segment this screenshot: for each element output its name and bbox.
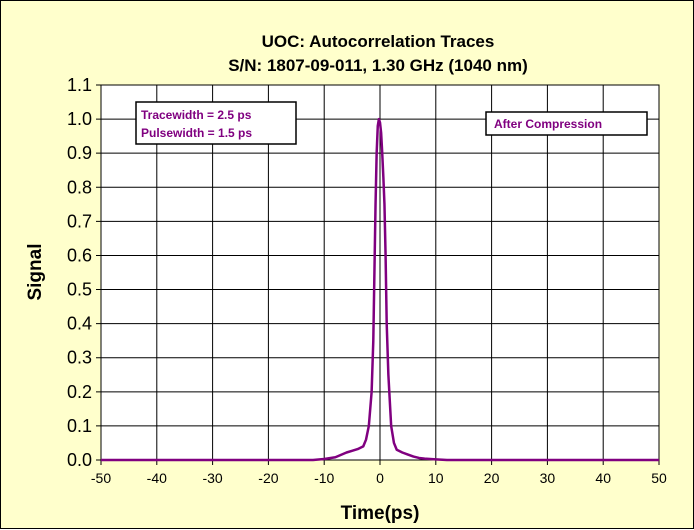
y-tick-label: 0.5 (67, 280, 92, 300)
y-tick-label: 1.0 (67, 109, 92, 129)
x-tick-label: -40 (147, 470, 167, 486)
x-tick-label: 10 (428, 470, 444, 486)
x-tick-label: 20 (484, 470, 500, 486)
x-tick-labels: -50 -40 -30 -20 -10 0 10 20 30 40 50 (91, 470, 667, 486)
y-tick-label: 0.1 (67, 416, 92, 436)
x-tick-label: 50 (651, 470, 667, 486)
x-axis-title: Time(ps) (341, 503, 420, 524)
x-tick-label: -50 (91, 470, 111, 486)
y-tick-label: 0.6 (67, 245, 92, 265)
tracewidth-text: Tracewidth = 2.5 ps (141, 108, 252, 122)
grid-lines (96, 84, 660, 465)
y-tick-label: 0.8 (67, 177, 92, 197)
x-tick-label: -30 (202, 470, 222, 486)
y-axis-title: Signal (25, 243, 46, 300)
compression-annotation-box (485, 111, 648, 136)
series-layer (101, 117, 659, 462)
compression-annotation: After Compression (485, 111, 648, 136)
x-tick-label: 40 (595, 470, 611, 486)
x-tick-label: -10 (314, 470, 334, 486)
chart-subtitle: S/N: 1807-09-011, 1.30 GHz (1040 nm) (228, 56, 528, 75)
x-tick-label: 30 (540, 470, 556, 486)
y-tick-label: 0.7 (67, 211, 92, 231)
y-tick-label: 0.3 (67, 348, 92, 368)
pulsewidth-text: Pulsewidth = 1.5 ps (141, 126, 252, 140)
tracewidth-annotation: Tracewidth = 2.5 ps Pulsewidth = 1.5 ps (135, 101, 297, 145)
y-tick-labels: 0.0 0.1 0.2 0.3 0.4 0.5 0.6 0.7 0.8 0.9 1.0 1.1 (67, 75, 92, 470)
y-tick-label: 1.1 (67, 75, 92, 95)
tracewidth-annotation-box (135, 101, 297, 145)
y-tick-label: 0.9 (67, 143, 92, 163)
chart-title: UOC: Autocorrelation Traces (262, 32, 495, 51)
x-tick-label: 0 (376, 470, 384, 486)
after-compression-text: After Compression (494, 117, 602, 131)
y-tick-label: 0.2 (67, 382, 92, 402)
y-tick-label: 0.4 (67, 314, 92, 334)
y-tick-label: 0.0 (67, 450, 92, 470)
autocorrelation-trace-line (101, 117, 659, 462)
x-tick-label: -20 (258, 470, 278, 486)
